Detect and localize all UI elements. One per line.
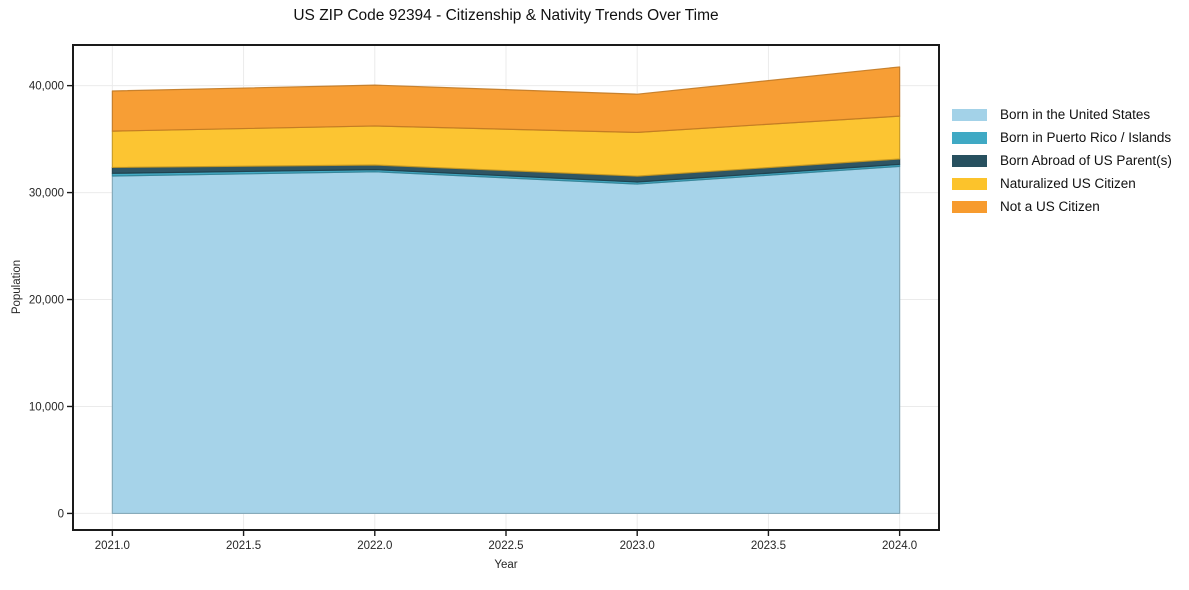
legend-label: Born in the United States: [1000, 107, 1151, 122]
area-born-in-the-united-states: [111, 165, 901, 515]
x-tick-label: 2021.5: [226, 540, 261, 552]
x-tick-label: 2023.0: [620, 540, 655, 552]
x-tick-label: 2024.0: [882, 540, 917, 552]
legend-swatch: [952, 154, 987, 167]
legend-label: Born Abroad of US Parent(s): [1000, 153, 1172, 168]
y-tick-label: 20,000: [29, 295, 64, 307]
legend-item-naturalized-us-citizen: Naturalized US Citizen: [952, 172, 1172, 195]
y-tick-label: 30,000: [29, 188, 64, 200]
legend-label: Born in Puerto Rico / Islands: [1000, 130, 1172, 145]
legend-label: Not a US Citizen: [1000, 199, 1100, 214]
legend-label: Naturalized US Citizen: [1000, 176, 1136, 191]
legend-item-born-abroad-of-us-parent-s: Born Abroad of US Parent(s): [952, 149, 1172, 172]
y-tick-label: 40,000: [29, 81, 64, 93]
legend-item-born-in-the-united-states: Born in the United States: [952, 103, 1172, 126]
x-tick-label: 2023.5: [751, 540, 786, 552]
x-tick-label: 2021.0: [95, 540, 130, 552]
plot-border: [72, 44, 940, 531]
y-axis-label: Population: [11, 259, 23, 315]
legend-swatch: [952, 200, 987, 213]
x-axis-label: Year: [494, 559, 518, 571]
x-tick-label: 2022.0: [357, 540, 392, 552]
legend-item-born-in-puerto-rico-islands: Born in Puerto Rico / Islands: [952, 126, 1172, 149]
legend-item-not-a-us-citizen: Not a US Citizen: [952, 195, 1172, 218]
chart-legend: Born in the United States Born in Puerto …: [952, 103, 1172, 218]
legend-swatch: [952, 108, 987, 121]
x-tick-label: 2022.5: [488, 540, 523, 552]
legend-swatch: [952, 131, 987, 144]
chart-title: US ZIP Code 92394 - Citizenship & Nativi…: [293, 7, 719, 24]
area-not-a-us-citizen: [111, 66, 901, 133]
y-tick-label: 10,000: [29, 401, 64, 413]
legend-swatch: [952, 177, 987, 190]
y-tick-label: 0: [58, 508, 64, 520]
